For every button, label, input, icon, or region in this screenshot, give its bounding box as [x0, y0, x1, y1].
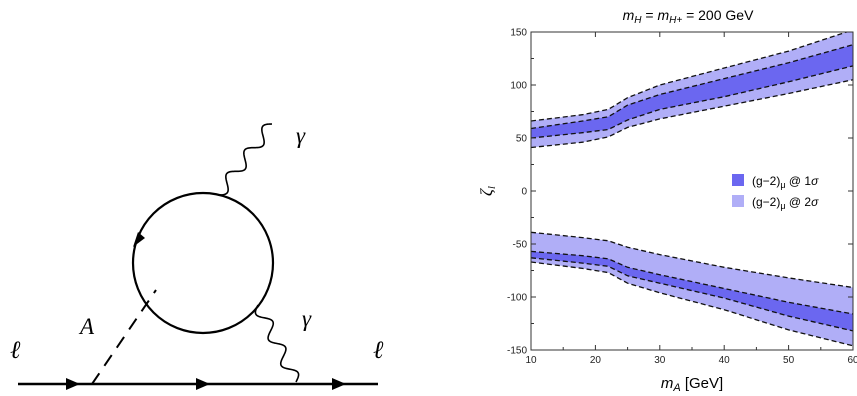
x-tick-label: 60 — [847, 355, 857, 366]
band-edge-upper-2sigma-bottom — [531, 79, 853, 149]
lepton-arrow-out — [332, 378, 346, 390]
y-tick-label: 50 — [516, 134, 528, 145]
legend: (g−2)μ @ 1σ (g−2)μ @ 2σ — [732, 174, 819, 211]
x-tick-label: 50 — [783, 355, 795, 366]
upper-band-1sigma — [531, 44, 853, 139]
lepton-arrow-middle — [196, 378, 210, 390]
x-tick-label: 10 — [525, 355, 537, 366]
y-tick-label: 0 — [521, 187, 527, 198]
lepton-out-label: ℓ — [373, 337, 384, 364]
photon-top-wavy-line — [217, 123, 273, 196]
lepton-in-label: ℓ — [10, 337, 21, 364]
fermion-loop — [131, 191, 275, 335]
legend-label-2sigma: (g−2)μ @ 2σ — [752, 195, 819, 211]
legend-swatch-1sigma — [732, 174, 744, 186]
x-tick-label: 30 — [654, 355, 666, 366]
y-tick-label: -50 — [513, 240, 528, 251]
band-edge-lower-2sigma-bottom — [531, 261, 853, 347]
loop-arrow — [133, 232, 145, 247]
y-tick-label: -100 — [507, 293, 527, 304]
x-tick-label: 40 — [719, 355, 731, 366]
legend-swatch-2sigma — [732, 195, 744, 207]
legend-label-1sigma: (g−2)μ @ 1σ — [752, 174, 819, 190]
photon-top-label: γ — [296, 123, 306, 148]
photon-bottom-label: γ — [302, 306, 312, 331]
band-edge-lower-1sigma-bottom — [531, 257, 853, 332]
feynman-diagram: ℓ ℓ A γ γ — [10, 123, 384, 390]
band-edge-upper-1sigma-top — [531, 44, 853, 130]
bands-layer — [531, 32, 853, 347]
y-tick-label: -150 — [507, 346, 527, 357]
chart: mH = mH+ = 200 GeV 10 20 30 40 50 60 -150 -100 -… — [477, 7, 857, 394]
scalar-label: A — [78, 314, 95, 339]
x-tick-label: 20 — [590, 355, 602, 366]
photon-bottom-wavy-line — [254, 304, 300, 383]
band-edge-upper-2sigma-top — [531, 32, 849, 122]
band-edge-lower-1sigma-top — [531, 250, 853, 315]
y-tick-label: 150 — [510, 28, 527, 39]
scalar-propagator-A — [91, 289, 157, 385]
lepton-arrow-in — [66, 378, 80, 390]
y-axis-label: ζl — [477, 186, 498, 196]
x-axis-label: mA [GeV] — [661, 375, 723, 394]
chart-title: mH = mH+ = 200 GeV — [623, 7, 754, 26]
axis-ticks: 10 20 30 40 50 60 -150 -100 -50 0 50 100 150 — [507, 28, 857, 367]
band-edge-upper-1sigma-bottom — [531, 65, 853, 139]
y-tick-label: 100 — [510, 81, 527, 92]
band-edge-lower-2sigma-top — [531, 231, 853, 289]
